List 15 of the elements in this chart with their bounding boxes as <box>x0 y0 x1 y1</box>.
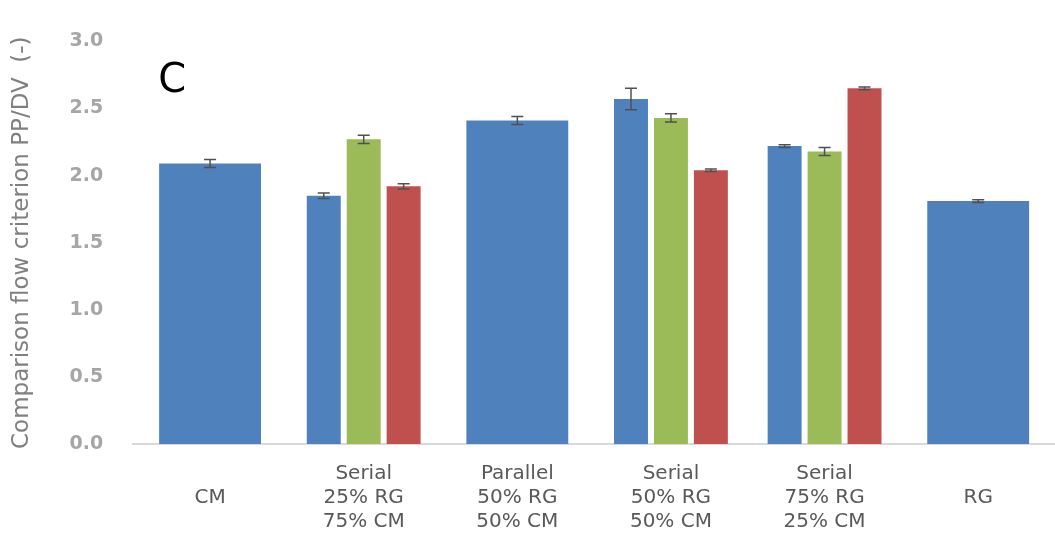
y-tick-label: 3.0 <box>69 28 104 51</box>
y-tick-label: 0.0 <box>69 430 104 453</box>
x-tick-label: Parallel 50% RG 50% CM <box>476 460 559 533</box>
x-tick-label: Serial 75% RG 25% CM <box>783 460 866 533</box>
x-tick-label: RG <box>963 484 993 509</box>
x-tick-label: CM <box>194 484 226 509</box>
x-tick-label: Serial 50% RG 50% CM <box>629 460 712 533</box>
x-tick-label: Serial 25% RG 75% CM <box>322 460 405 533</box>
y-axis-title: Comparison flow criterion PP/DV (-) <box>6 36 33 449</box>
y-tick-label: 2.0 <box>69 162 104 185</box>
y-tick-label: 1.0 <box>69 296 104 319</box>
y-tick-label: 0.5 <box>69 363 104 386</box>
y-tick-label: 2.5 <box>69 95 104 118</box>
y-tick-label: 1.5 <box>69 229 104 252</box>
annotation: C <box>158 54 187 101</box>
